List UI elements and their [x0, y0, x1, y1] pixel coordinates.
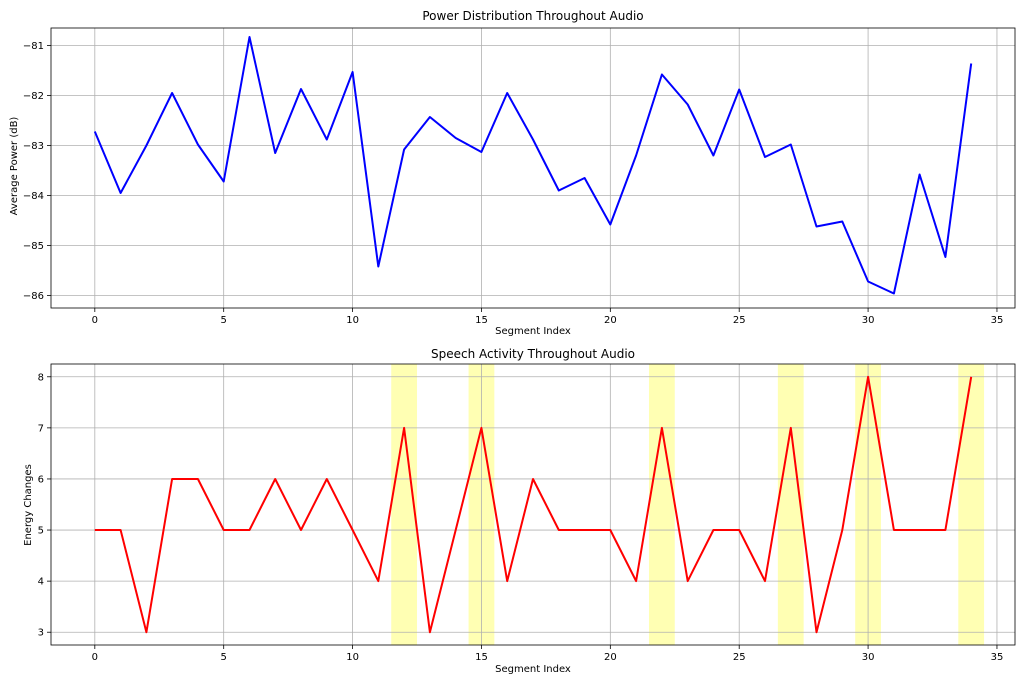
highlight-span — [958, 364, 985, 645]
x-axis-label: Segment Index — [495, 664, 571, 675]
speech-chart: Speech Activity Throughout Audio Segment… — [23, 347, 1016, 675]
x-tick-label: 35 — [991, 315, 1004, 326]
x-tick-label: 10 — [346, 652, 359, 663]
x-axis-label: Segment Index — [495, 326, 571, 337]
x-tick-label: 20 — [604, 652, 617, 663]
series-line — [93, 36, 973, 295]
x-tick-label: 25 — [733, 652, 746, 663]
y-tick-label: −85 — [23, 241, 44, 252]
y-tick-label: 3 — [38, 628, 44, 639]
plot-frame — [50, 27, 1016, 309]
x-tick-label: 15 — [475, 315, 488, 326]
x-tick-label: 35 — [991, 652, 1004, 663]
highlight-span — [648, 364, 675, 645]
highlight-span — [391, 364, 418, 645]
y-tick-label: −84 — [23, 191, 44, 202]
x-tick-label: 0 — [92, 315, 98, 326]
x-tick-label: 30 — [862, 315, 875, 326]
series-line — [94, 375, 973, 634]
highlight-span — [777, 364, 804, 645]
y-tick-label: −86 — [23, 291, 44, 302]
x-tick-label: 0 — [92, 652, 98, 663]
y-tick-label: 4 — [38, 577, 44, 588]
x-tick-label: 25 — [733, 315, 746, 326]
power-chart: Power Distribution Throughout Audio Segm… — [9, 9, 1016, 337]
x-tick-label: 20 — [604, 315, 617, 326]
y-tick-label: −81 — [23, 41, 44, 52]
x-tick-label: 10 — [346, 315, 359, 326]
y-tick-label: −83 — [23, 141, 44, 152]
chart-title: Speech Activity Throughout Audio — [431, 347, 635, 361]
y-tick-label: 8 — [38, 372, 44, 383]
y-tick-label: −82 — [23, 91, 44, 102]
y-tick-label: 7 — [38, 423, 44, 434]
x-tick-label: 15 — [475, 652, 488, 663]
y-axis-label: Average Power (dB) — [9, 117, 20, 216]
x-tick-label: 5 — [221, 652, 227, 663]
x-tick-label: 30 — [862, 652, 875, 663]
plot-frame — [50, 363, 1016, 646]
chart-title: Power Distribution Throughout Audio — [422, 9, 643, 23]
y-tick-label: 5 — [38, 526, 44, 537]
y-axis-label: Energy Changes — [23, 464, 34, 546]
y-tick-label: 6 — [38, 474, 44, 485]
x-tick-label: 5 — [221, 315, 227, 326]
